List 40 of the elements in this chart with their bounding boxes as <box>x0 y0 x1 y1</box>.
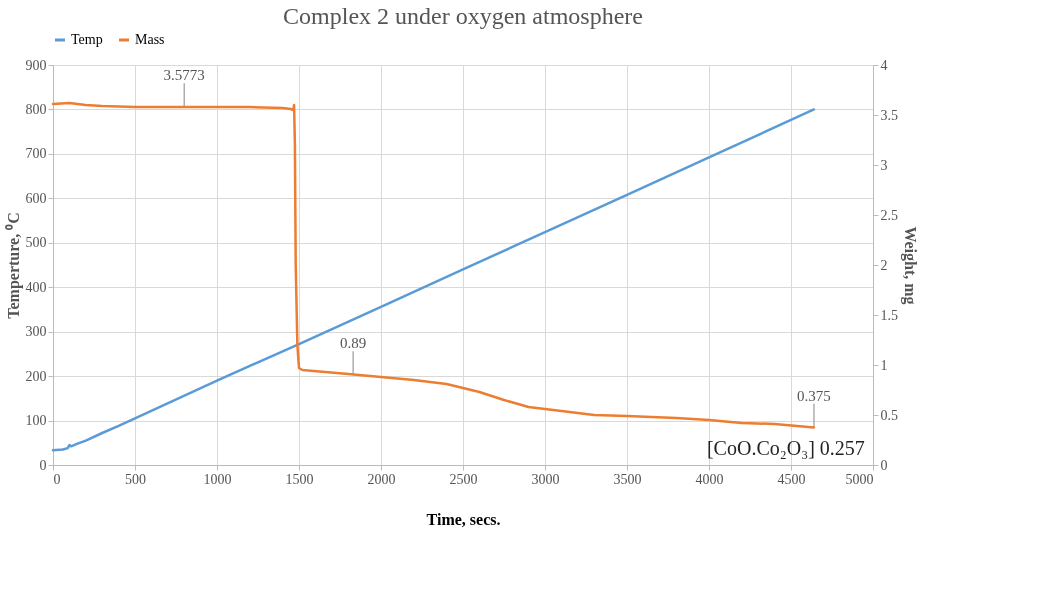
x-tick-label: 2500 <box>449 471 478 487</box>
legend-label: Temp <box>71 32 103 47</box>
y-tick-label: 100 <box>25 413 47 429</box>
y2-tick-label: 1.5 <box>880 307 898 323</box>
x-tick-label: 500 <box>125 471 146 487</box>
y2-tick-label: 0.5 <box>880 407 898 423</box>
x-tick-label: 3000 <box>531 471 560 487</box>
x-tick-label: 0 <box>53 471 61 487</box>
x-tick-label: 1500 <box>285 471 314 487</box>
y-tick-label: 0 <box>39 457 47 473</box>
x-tick-label: 1000 <box>203 471 232 487</box>
y-tick-label: 900 <box>25 57 47 73</box>
x-axis-title: Time, secs. <box>426 510 501 528</box>
y2-tick-label: 0 <box>880 457 888 473</box>
y-tick-label: 500 <box>25 235 47 251</box>
y-tick-label: 800 <box>25 101 47 117</box>
x-tick-label: 2000 <box>367 471 396 487</box>
y2-tick-label: 2 <box>880 257 888 273</box>
chart-title: Complex 2 under oxygen atmosphere <box>283 3 643 29</box>
y-tick-label: 400 <box>25 279 47 295</box>
annotation: 0.89 <box>339 335 367 352</box>
y-tick-label: 300 <box>25 324 47 340</box>
y2-tick-label: 2.5 <box>880 207 898 223</box>
y-tick-label: 600 <box>25 190 47 206</box>
y2-axis-title: Weight, mg <box>901 226 919 305</box>
x-tick-label: 3500 <box>613 471 642 487</box>
y-tick-label: 200 <box>25 368 47 384</box>
y2-tick-label: 3.5 <box>880 107 898 123</box>
y-axis-title: Temperture, ⁰C <box>4 212 23 319</box>
y-tick-label: 700 <box>25 146 47 162</box>
annotation: 0.375 <box>797 387 831 404</box>
x-tick-label: 5000 <box>845 471 874 487</box>
y2-tick-label: 4 <box>880 57 888 73</box>
x-tick-label: 4500 <box>777 471 806 487</box>
y2-tick-label: 1 <box>880 357 888 373</box>
annotation: [CoO.Co₂O₃] 0.257 <box>706 437 865 459</box>
y2-tick-label: 3 <box>880 157 888 173</box>
legend-label: Mass <box>135 32 165 47</box>
annotation: 3.5773 <box>163 67 205 84</box>
x-tick-label: 4000 <box>695 471 724 487</box>
